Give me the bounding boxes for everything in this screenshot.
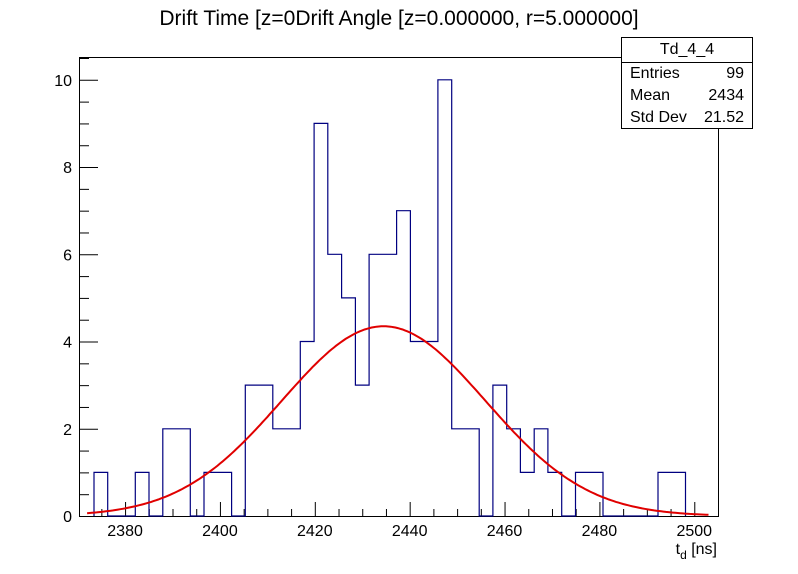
- stats-label: Mean: [630, 87, 671, 104]
- y-tick-label: 0: [63, 509, 72, 526]
- y-tick-label: 6: [63, 247, 72, 264]
- x-tick-label: 2440: [392, 523, 428, 540]
- chart-title: Drift Time [z=0Drift Angle [z=0.000000, …: [159, 7, 639, 30]
- stats-value: 21.52: [703, 109, 744, 126]
- y-tick-label: 8: [63, 160, 72, 177]
- histogram-outline: [93, 79, 687, 517]
- stats-label: Entries: [630, 65, 680, 82]
- y-tick-label: 10: [54, 73, 72, 90]
- gaussian-fit-curve: [87, 325, 709, 516]
- stats-value: 99: [726, 65, 744, 82]
- stats-value: 2434: [708, 87, 744, 104]
- x-tick-labels: 2380 2400 2420 2440 2460 2480 2500: [107, 523, 712, 540]
- y-tick-labels: 0 2 4 6 8 10: [54, 73, 72, 526]
- x-tick-label: 2480: [582, 523, 618, 540]
- plot-frame: [79, 57, 719, 517]
- y-tick-label: 4: [63, 335, 72, 352]
- stats-label: Std Dev: [630, 109, 687, 126]
- stats-row-stddev: Std Dev 21.52: [622, 107, 752, 129]
- x-tick-label: 2420: [297, 523, 333, 540]
- x-axis-title: td [ns]: [676, 541, 717, 562]
- stats-name: Td_4_4: [622, 38, 752, 63]
- stats-row-mean: Mean 2434: [622, 85, 752, 107]
- stats-box: Td_4_4 Entries 99 Mean 2434 Std Dev 21.5…: [621, 37, 753, 129]
- x-tick-label: 2460: [487, 523, 523, 540]
- x-tick-label: 2400: [202, 523, 238, 540]
- y-tick-label: 2: [63, 422, 72, 439]
- x-tick-label: 2380: [107, 523, 143, 540]
- x-tick-label: 2500: [676, 523, 712, 540]
- stats-row-entries: Entries 99: [622, 63, 752, 85]
